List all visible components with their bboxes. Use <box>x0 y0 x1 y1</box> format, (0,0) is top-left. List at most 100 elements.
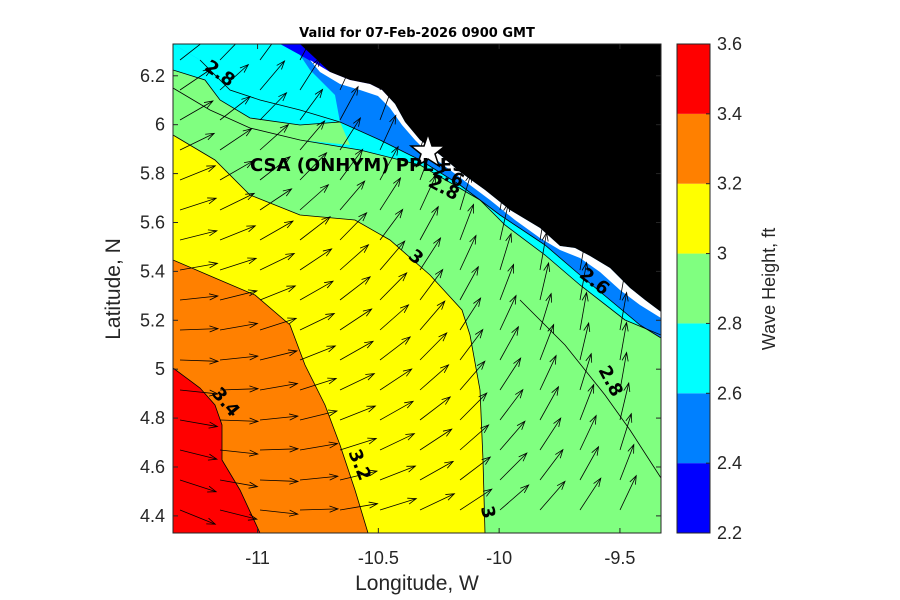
arrow-shaft <box>579 142 587 181</box>
arrow-head <box>278 91 288 102</box>
colorbar-tick-label: 3.4 <box>717 104 742 124</box>
arrow-shaft <box>179 509 216 525</box>
arrow-head <box>204 44 206 45</box>
arrow-head <box>581 141 589 152</box>
arrow-head <box>209 325 220 333</box>
arrow-shaft <box>579 384 595 421</box>
colorbar-tick-label: 2.4 <box>717 453 742 473</box>
arrow-head <box>322 248 333 257</box>
arrow-shaft <box>299 89 323 121</box>
arrow-head <box>203 100 214 109</box>
arrow-shaft <box>219 323 258 331</box>
arrow-head <box>520 484 530 494</box>
arrow-shaft <box>619 382 630 421</box>
arrow-head <box>516 420 526 430</box>
arrow-head <box>440 364 450 374</box>
arrow-shaft <box>179 359 218 362</box>
arrow-shaft <box>259 479 298 482</box>
arrow-shaft <box>219 160 254 181</box>
arrow-shaft <box>339 44 347 61</box>
arrow-head <box>581 51 589 62</box>
arrow-shaft <box>219 64 249 91</box>
coastline-strip <box>310 60 661 318</box>
arrow-head <box>389 114 397 125</box>
arrow-head <box>366 405 377 413</box>
arrow-head <box>469 234 477 245</box>
arrow-head <box>501 51 509 62</box>
arrow-shaft <box>259 350 297 361</box>
arrow-shaft <box>339 180 365 211</box>
arrow-shaft <box>499 202 509 241</box>
x-tick-label: -11 <box>245 548 270 568</box>
arrow-head <box>208 389 219 397</box>
colorbar-tick-label: 3.2 <box>717 174 742 194</box>
y-tick-label: 5.2 <box>140 310 165 330</box>
colorbar-swatch <box>677 393 710 464</box>
arrow-head <box>509 294 517 305</box>
arrow-shaft <box>579 322 590 361</box>
arrow-head <box>248 321 259 329</box>
arrow-head <box>329 505 340 513</box>
arrow-shaft <box>179 389 218 395</box>
arrow-head <box>621 81 629 92</box>
arrow-head <box>361 276 372 285</box>
arrow-head <box>238 33 246 41</box>
colorbar-swatch <box>677 183 710 254</box>
colorbar-frame <box>676 43 711 534</box>
arrow-head <box>501 81 509 92</box>
arrow-head <box>582 23 588 32</box>
arrow-shaft <box>499 233 512 271</box>
arrow-shaft <box>619 232 627 271</box>
arrow-shaft <box>219 449 258 455</box>
arrow-head <box>328 473 339 481</box>
arrow-head <box>621 111 629 122</box>
arrow-head <box>407 497 418 505</box>
arrow-shaft <box>539 112 547 151</box>
arrow-shaft <box>539 262 549 301</box>
arrow-head <box>555 448 564 459</box>
colorbar-swatch <box>677 323 710 394</box>
arrow-head <box>288 381 299 389</box>
arrow-shaft <box>179 262 218 271</box>
arrow-head <box>393 177 402 187</box>
arrow-shaft <box>499 172 507 211</box>
arrow-head <box>436 300 446 310</box>
arrow-head <box>593 477 602 488</box>
arrow-head <box>362 308 373 317</box>
arrow-shaft <box>619 52 627 91</box>
arrow-head <box>553 417 562 428</box>
arrow-shaft <box>259 318 297 331</box>
x-tick-label: -9.5 <box>604 548 635 568</box>
arrow-shaft <box>499 452 528 481</box>
arrow-shaft <box>299 44 310 61</box>
arrow-head <box>501 141 509 152</box>
arrow-shaft <box>179 197 217 211</box>
x-tick-label: -10.5 <box>358 548 399 568</box>
x-axis: -11 -10.5 -10 -9.5 <box>245 44 635 568</box>
arrow-head <box>207 229 218 237</box>
arrow-head <box>581 201 589 212</box>
arrow-shaft <box>299 345 336 361</box>
arrow-head <box>249 417 260 425</box>
arrow-shaft <box>419 175 437 211</box>
arrow-head <box>319 183 330 193</box>
arrow-shaft <box>459 142 469 181</box>
arrow-head <box>282 188 293 197</box>
arrow-shaft <box>339 117 361 151</box>
arrow-shaft <box>539 324 555 361</box>
arrow-head <box>244 160 254 169</box>
arrow-shaft <box>579 353 592 391</box>
arrow-head <box>425 112 432 123</box>
arrow-head <box>326 345 337 353</box>
arrow-shaft <box>219 128 252 151</box>
arrow-head <box>358 212 368 222</box>
arrow-head <box>246 225 257 233</box>
colorbar-swatch <box>677 253 710 324</box>
arrow-shaft <box>459 235 477 271</box>
arrow-head <box>444 460 455 469</box>
arrow-shaft <box>539 386 559 421</box>
arrow-shaft <box>219 225 256 241</box>
arrow-head <box>591 445 600 456</box>
arrow-shaft <box>419 237 441 271</box>
arrow-head <box>245 192 256 201</box>
